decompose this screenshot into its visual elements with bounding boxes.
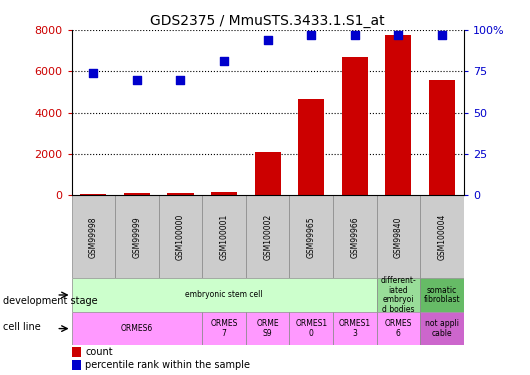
Bar — [158, 195, 202, 278]
Text: GSM99999: GSM99999 — [132, 216, 142, 258]
Text: ORME
S9: ORME S9 — [257, 319, 279, 338]
Text: GSM100000: GSM100000 — [176, 214, 185, 260]
Bar — [333, 312, 377, 345]
Bar — [289, 195, 333, 278]
Bar — [420, 195, 464, 278]
Bar — [377, 195, 420, 278]
Text: GSM100004: GSM100004 — [437, 214, 446, 260]
Point — [307, 32, 315, 38]
Text: ORMES
7: ORMES 7 — [210, 319, 238, 338]
Point — [350, 32, 359, 38]
Text: percentile rank within the sample: percentile rank within the sample — [85, 360, 250, 370]
Text: GSM99965: GSM99965 — [307, 216, 316, 258]
Bar — [72, 195, 115, 278]
Bar — [80, 194, 107, 195]
Text: ORMES1
0: ORMES1 0 — [295, 319, 328, 338]
Bar — [124, 193, 150, 195]
Bar — [211, 192, 237, 195]
Bar — [377, 312, 420, 345]
Text: not appli
cable: not appli cable — [425, 319, 459, 338]
Text: GSM100001: GSM100001 — [219, 214, 228, 260]
Text: embryonic stem cell: embryonic stem cell — [186, 291, 263, 300]
Bar — [333, 195, 377, 278]
Text: ORMES
6: ORMES 6 — [385, 319, 412, 338]
Bar — [254, 152, 281, 195]
Text: GSM100002: GSM100002 — [263, 214, 272, 260]
Text: ORMES1
3: ORMES1 3 — [339, 319, 371, 338]
Bar — [342, 57, 368, 195]
Point — [176, 76, 185, 82]
Bar — [420, 312, 464, 345]
Bar — [72, 278, 377, 312]
Bar — [420, 278, 464, 312]
Bar — [72, 360, 82, 370]
Text: GSM99998: GSM99998 — [89, 216, 98, 258]
Title: GDS2375 / MmuSTS.3433.1.S1_at: GDS2375 / MmuSTS.3433.1.S1_at — [151, 13, 385, 28]
Bar — [72, 312, 202, 345]
Bar — [377, 278, 420, 312]
Bar — [202, 195, 246, 278]
Text: development stage: development stage — [3, 296, 98, 306]
Text: somatic
fibroblast: somatic fibroblast — [423, 286, 460, 304]
Bar — [289, 312, 333, 345]
Point — [394, 32, 403, 38]
Bar — [429, 80, 455, 195]
Point — [132, 76, 141, 82]
Text: count: count — [85, 347, 113, 357]
Bar — [298, 99, 324, 195]
Text: GSM99966: GSM99966 — [350, 216, 359, 258]
Text: cell line: cell line — [3, 322, 40, 332]
Text: GSM99840: GSM99840 — [394, 216, 403, 258]
Bar — [167, 193, 193, 195]
Bar — [246, 195, 289, 278]
Point — [89, 70, 98, 76]
Bar — [385, 35, 411, 195]
Text: ORMES6: ORMES6 — [121, 324, 153, 333]
Bar — [72, 347, 82, 357]
Text: different-
iated
embryoi
d bodies: different- iated embryoi d bodies — [381, 276, 416, 314]
Point — [438, 32, 446, 38]
Bar — [246, 312, 289, 345]
Point — [220, 58, 228, 64]
Bar — [202, 312, 246, 345]
Point — [263, 37, 272, 43]
Bar — [115, 195, 158, 278]
